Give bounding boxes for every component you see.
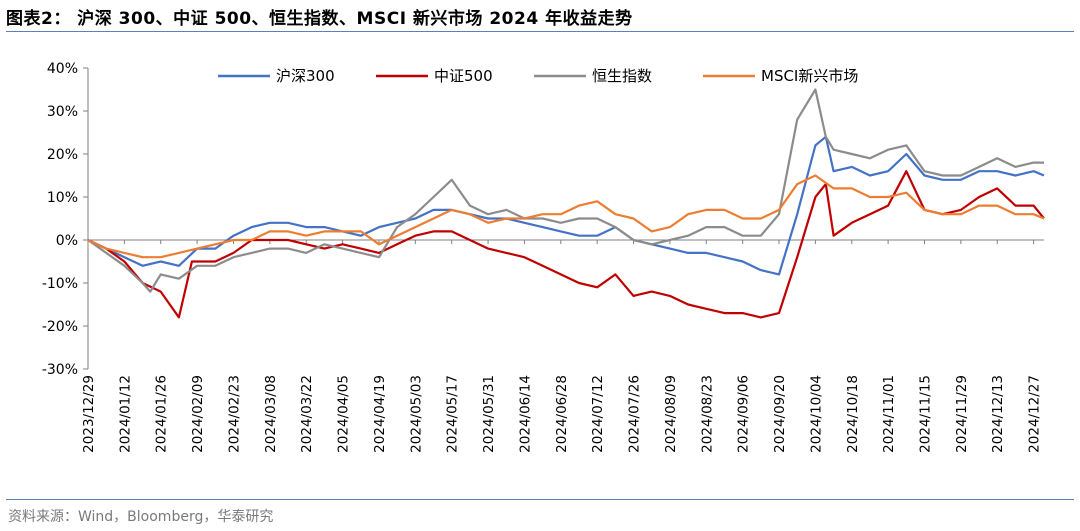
x-tick-label: 2024/08/23 — [699, 375, 715, 453]
x-tick-label: 2024/02/09 — [190, 375, 206, 453]
legend: 沪深300 中证500 恒生指数 MSCI新兴市场 — [218, 67, 858, 85]
x-tick-label: 2023/12/29 — [81, 375, 97, 453]
top-divider — [6, 31, 1074, 32]
x-tick-label: 2024/03/08 — [263, 375, 279, 453]
y-tick-label: -20% — [42, 319, 78, 335]
series-lines — [87, 88, 1045, 319]
chart-title: 图表2： 沪深 300、中证 500、恒生指数、MSCI 新兴市场 2024 年… — [6, 9, 633, 29]
x-tick-label: 2024/06/14 — [517, 375, 533, 453]
x-tick-label: 2024/11/29 — [954, 375, 970, 453]
y-tick-label: 0% — [56, 233, 78, 249]
x-tick-label: 2024/04/19 — [372, 375, 388, 453]
x-tick-label: 2024/10/04 — [808, 375, 824, 453]
y-tick-label: 40% — [47, 61, 78, 77]
x-tick-label: 2024/01/26 — [154, 375, 170, 453]
x-tick-label: 2024/09/20 — [772, 375, 788, 453]
x-tick-label: 2024/05/31 — [481, 375, 497, 453]
legend-label-4: MSCI新兴市场 — [761, 67, 858, 85]
x-tick-label: 2024/12/27 — [1027, 375, 1043, 453]
legend-label-3: 恒生指数 — [592, 67, 652, 85]
y-tick-label: -10% — [42, 276, 78, 292]
series-line-3 — [87, 88, 1044, 293]
bottom-divider — [6, 499, 1074, 500]
x-tick-label: 2024/05/03 — [408, 375, 424, 453]
y-tick-label: -30% — [42, 362, 78, 378]
x-tick-label: 2024/12/13 — [990, 375, 1006, 453]
x-tick-label: 2024/08/09 — [663, 375, 679, 453]
x-tick-label: 2024/02/23 — [226, 375, 242, 453]
x-tick-label: 2024/07/26 — [627, 375, 643, 453]
axes: -30% -20% -10% 0% 10% 20% 30% 40% 2023/12/29 2024… — [42, 61, 1044, 453]
x-tick-label: 2024/09/06 — [736, 375, 752, 453]
legend-label-2: 中证500 — [434, 67, 493, 85]
source-note: 资料来源：Wind，Bloomberg，华泰研究 — [8, 509, 274, 525]
y-tick-label: 10% — [47, 190, 78, 206]
line-chart: -30% -20% -10% 0% 10% 20% 30% 40% 2023/12/29 2024… — [42, 61, 1045, 453]
y-tick-label: 30% — [47, 104, 78, 120]
x-tick-label: 2024/11/15 — [918, 375, 934, 453]
x-tick-label: 2024/11/01 — [881, 375, 897, 453]
x-tick-label: 2024/05/17 — [445, 375, 461, 453]
x-tick-label: 2024/10/18 — [845, 375, 861, 453]
x-tick-label: 2024/04/05 — [336, 375, 352, 453]
x-tick-label: 2024/03/22 — [299, 375, 315, 453]
x-tick-label: 2024/01/12 — [117, 375, 133, 453]
series-line-4 — [87, 174, 1045, 259]
series-line-1 — [87, 135, 1045, 276]
y-tick-label: 20% — [47, 147, 78, 163]
x-tick-label: 2024/07/12 — [590, 375, 606, 453]
legend-label-1: 沪深300 — [276, 67, 335, 85]
x-tick-label: 2024/06/28 — [554, 375, 570, 453]
